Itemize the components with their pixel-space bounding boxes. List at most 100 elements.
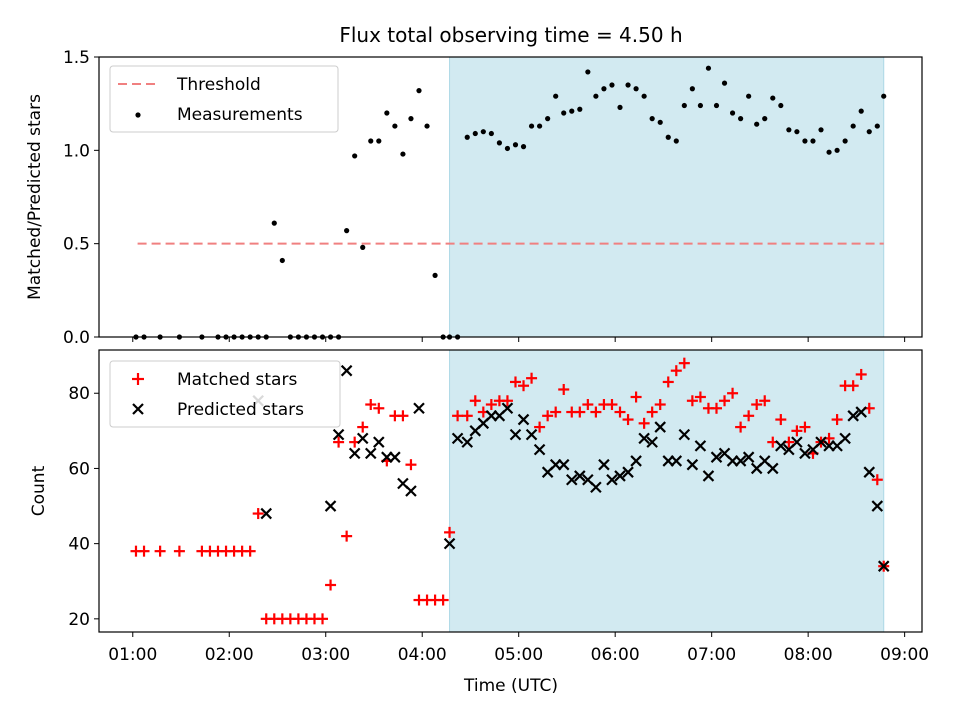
measurement-point	[344, 228, 350, 234]
measurement-point	[464, 134, 470, 140]
measurement-point	[681, 102, 687, 109]
matched-star-point	[670, 365, 682, 377]
measurement-point	[279, 257, 285, 264]
predicted-star-stroke	[791, 436, 803, 448]
measurement-point	[577, 106, 583, 112]
top-y-tick-label: 0.5	[63, 235, 90, 255]
predicted-star-point	[533, 443, 546, 456]
predicted-star-point	[775, 440, 787, 452]
predicted-star-stroke	[582, 473, 594, 486]
x-tick-label: 01:00	[108, 645, 157, 665]
measurement-point	[609, 82, 615, 88]
matched-star-point	[244, 545, 256, 557]
matched-star-point	[365, 399, 377, 411]
measurement-point	[528, 123, 535, 129]
legend-predicted-swatch	[132, 403, 144, 415]
matched-star-point	[606, 399, 618, 411]
x-tick-label: 08:00	[784, 645, 833, 665]
predicted-star-point	[694, 440, 707, 452]
predicted-star-point	[863, 466, 876, 478]
predicted-star-point	[710, 451, 723, 463]
matched-star-point	[437, 594, 449, 606]
measurement-point	[826, 149, 832, 155]
bottom-panel-frame	[98, 349, 923, 633]
legend-matched-swatch	[132, 373, 144, 385]
measurement-point	[617, 104, 623, 110]
matched-star-point	[252, 508, 264, 520]
matched-star-point	[485, 399, 497, 411]
matched-star-point	[173, 545, 185, 557]
matched-star-point	[743, 410, 755, 422]
bottom-y-tick-label: 40	[68, 535, 90, 555]
measurement-point	[746, 93, 752, 99]
matched-star-point	[444, 526, 456, 538]
matched-star-point	[727, 387, 739, 399]
matched-star-point	[558, 383, 570, 395]
predicted-star-point	[877, 560, 890, 572]
matched-star-point	[791, 425, 803, 437]
measurement-point	[729, 110, 736, 116]
legend-matched-label: Matched stars	[177, 370, 297, 390]
measurement-point	[834, 147, 840, 153]
top-legend-frame	[109, 65, 339, 133]
predicted-star-point	[324, 500, 337, 512]
measurement-point	[794, 129, 800, 135]
matched-star-point	[775, 414, 787, 426]
measurement-point	[657, 119, 663, 125]
predicted-star-stroke	[451, 432, 464, 445]
predicted-star-point	[574, 470, 586, 482]
predicted-star-point	[509, 428, 522, 441]
bottom-y-tick-label: 80	[68, 384, 90, 404]
top-legend: Threshold Measurements	[109, 65, 339, 133]
measurement-point	[705, 65, 712, 71]
predicted-star-stroke	[340, 364, 353, 377]
predicted-star-point	[590, 481, 602, 494]
predicted-star-point	[461, 436, 474, 448]
bottom-y-tick-label: 20	[68, 610, 90, 630]
top-axis-ticks: 0.0 0.5 1.0 1.5	[63, 48, 906, 348]
predicted-star-stroke	[694, 440, 707, 452]
matched-star-point	[614, 406, 626, 418]
bottom-highlight-region	[449, 349, 885, 633]
predicted-star-stroke	[364, 447, 377, 460]
predicted-star-point	[443, 537, 456, 550]
matched-star-point	[317, 613, 329, 625]
matched-star-point	[357, 421, 369, 433]
matched-star-point	[855, 368, 867, 380]
matched-star-point	[590, 406, 602, 418]
matched-star-point	[582, 399, 594, 411]
predicted-star-stroke	[533, 443, 546, 456]
legend-threshold-label: Threshold	[176, 75, 261, 95]
measurement-point	[818, 127, 824, 133]
predicted-star-stroke	[638, 432, 650, 445]
predicted-star-stroke	[517, 413, 530, 426]
predicted-star-point	[855, 406, 867, 418]
top-panel-frame	[98, 56, 923, 338]
predicted-star-stroke	[590, 481, 602, 494]
predicted-star-stroke	[839, 432, 851, 445]
predicted-star-stroke	[509, 428, 522, 441]
predicted-star-point	[557, 458, 570, 471]
measurement-point	[593, 93, 599, 99]
measurement-point	[416, 88, 422, 94]
measurement-point	[271, 220, 277, 226]
matched-star-point	[469, 395, 481, 407]
predicted-star-stroke	[702, 470, 715, 482]
predicted-star-point	[702, 470, 715, 482]
matched-star-point	[654, 399, 666, 411]
measurement-point	[689, 86, 695, 92]
top-y-tick-label: 1.5	[63, 48, 90, 68]
measurement-point	[770, 95, 776, 101]
legend-measurements-swatch	[135, 112, 141, 118]
matched-star-point	[518, 380, 530, 392]
matched-star-point	[154, 545, 166, 557]
matched-star-point	[630, 391, 642, 403]
measurement-point	[866, 129, 872, 135]
predicted-star-stroke	[847, 410, 859, 422]
predicted-star-stroke	[622, 466, 634, 478]
measurement-point	[858, 108, 864, 114]
matched-star-point	[662, 376, 674, 388]
measurement-point	[480, 129, 486, 135]
measurement-point	[537, 123, 543, 129]
predicted-stars-series	[252, 364, 890, 572]
